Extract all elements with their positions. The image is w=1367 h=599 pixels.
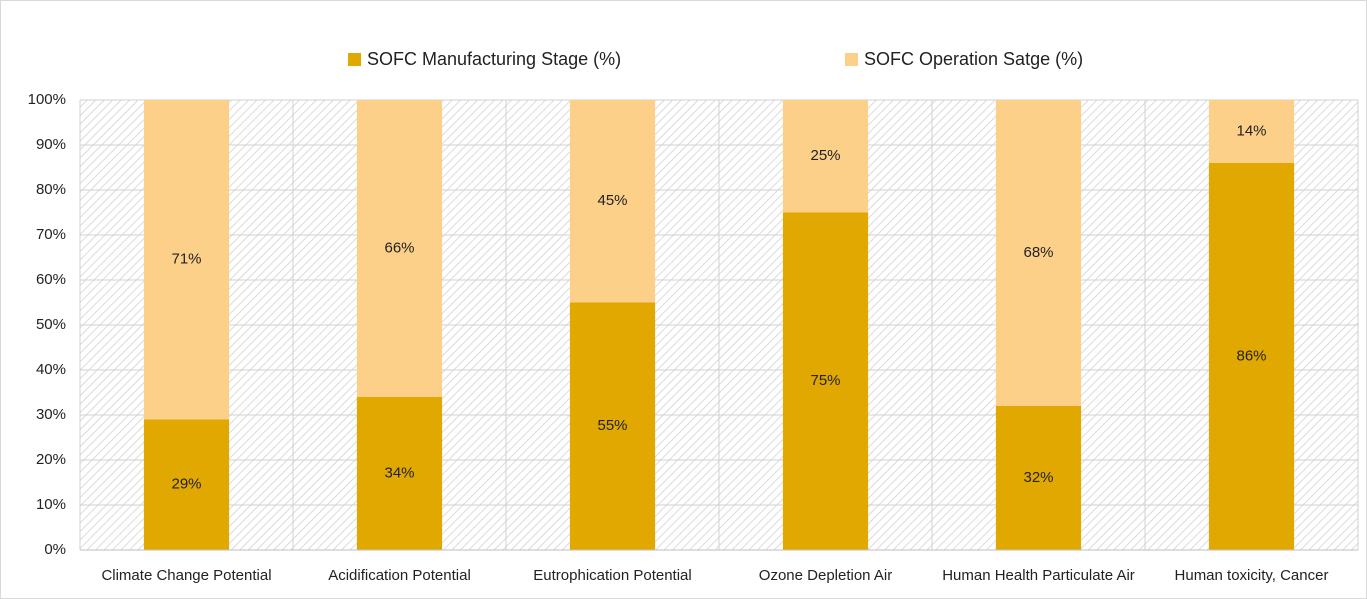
y-tick-label: 40% [36,361,66,378]
x-tick-label: Human Health Particulate Air [942,567,1135,584]
data-label: 86% [1236,347,1266,364]
y-tick-label: 80% [36,181,66,198]
bar-segment [1208,163,1295,550]
x-tick-label: Eutrophication Potential [533,567,691,584]
bar-segment [782,212,869,550]
data-label: 25% [810,147,840,164]
bar-segment [782,100,869,213]
y-tick-label: 20% [36,451,66,468]
data-label: 32% [1023,469,1053,486]
y-tick-label: 30% [36,406,66,423]
y-tick-label: 50% [36,316,66,333]
x-tick-label: Climate Change Potential [101,567,271,584]
data-label: 68% [1023,244,1053,261]
data-label: 29% [171,476,201,493]
y-tick-label: 0% [44,541,66,558]
y-tick-label: 100% [28,91,66,108]
y-tick-label: 90% [36,136,66,153]
legend-text: SOFC Operation Satge (%) [864,49,1083,69]
bar-segment [143,419,230,550]
bar-segment [1208,100,1295,163]
bar-segment [356,397,443,550]
data-label: 14% [1236,122,1266,139]
legend-swatch [845,53,858,66]
data-label: 45% [597,192,627,209]
x-tick-label: Ozone Depletion Air [759,567,892,584]
y-tick-label: 60% [36,271,66,288]
bar-segment [569,302,656,550]
x-tick-label: Acidification Potential [328,567,471,584]
x-tick-label: Human toxicity, Cancer [1175,567,1329,584]
bar-segment [356,100,443,397]
bar-segment [995,100,1082,406]
data-label: 34% [384,464,414,481]
data-label: 71% [171,251,201,268]
bar-segment [995,406,1082,550]
data-label: 75% [810,372,840,389]
data-label: 55% [597,417,627,434]
legend-text: SOFC Manufacturing Stage (%) [367,49,621,69]
y-tick-label: 70% [36,226,66,243]
bar-segment [569,100,656,303]
bar-segment [143,100,230,420]
y-tick-label: 10% [36,496,66,513]
legend-swatch [348,53,361,66]
data-label: 66% [384,239,414,256]
